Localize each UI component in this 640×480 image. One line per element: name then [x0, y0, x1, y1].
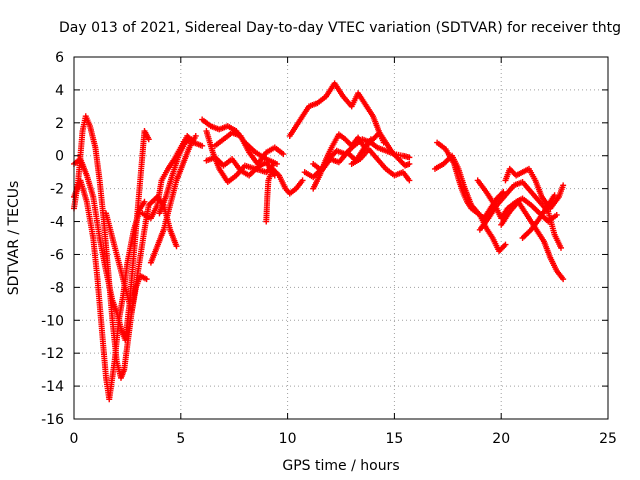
- grid-lines: [74, 57, 608, 419]
- data-point: [173, 243, 180, 250]
- y-tick-labels: -16 -14 -12 -10 -8 -6 -4 -2 0 2 4 6: [41, 50, 64, 428]
- x-tick-label: 10: [279, 431, 297, 447]
- data-point: [192, 132, 199, 139]
- series-sat-m: [286, 80, 387, 146]
- data-point: [406, 154, 413, 161]
- x-tick-label: 15: [385, 431, 403, 447]
- y-tick-label: -2: [50, 182, 64, 198]
- data-point: [560, 276, 567, 283]
- data-point: [280, 151, 287, 158]
- y-axis-label: SDTVAR / TECUs: [6, 181, 22, 296]
- y-tick-label: -14: [41, 379, 64, 395]
- y-tick-label: 2: [55, 116, 64, 132]
- data-point: [553, 211, 560, 218]
- y-tick-label: 6: [55, 50, 64, 66]
- y-tick-label: -4: [50, 215, 64, 231]
- series-sat-g: [156, 136, 195, 217]
- y-tick-label: 4: [55, 83, 64, 99]
- y-tick-label: 0: [55, 149, 64, 165]
- chart-title: Day 013 of 2021, Sidereal Day-to-day VTE…: [59, 20, 621, 36]
- x-tick-label: 0: [70, 431, 79, 447]
- data-point: [558, 244, 565, 251]
- series-sat-l: [263, 165, 306, 225]
- plot-frame: [73, 56, 609, 420]
- x-axis-label: GPS time / hours: [282, 458, 399, 474]
- data-point: [367, 136, 374, 143]
- data-point: [551, 192, 558, 199]
- data-point: [143, 276, 150, 283]
- x-tick-labels: 0 5 10 15 20 25: [70, 431, 617, 447]
- series-sat-h: [199, 116, 280, 167]
- x-tick-label: 5: [176, 431, 185, 447]
- series-sat-j: [211, 129, 287, 167]
- data-point: [299, 177, 306, 184]
- data-marks: [71, 80, 567, 403]
- data-point: [145, 136, 152, 143]
- series-sat-c: [71, 128, 152, 344]
- data-point: [188, 136, 195, 143]
- y-tick-label: -6: [50, 247, 64, 263]
- series-sat-x: [519, 192, 558, 241]
- data-point: [273, 160, 280, 167]
- data-point: [502, 241, 509, 248]
- data-point: [560, 182, 567, 189]
- series-sat-u: [476, 179, 565, 251]
- data-point: [199, 142, 206, 149]
- data-point: [141, 198, 148, 205]
- series-sat-v: [498, 198, 567, 283]
- series-sat-q: [348, 146, 413, 184]
- y-tick-label: -8: [50, 280, 64, 296]
- y-tick-label: -12: [41, 346, 64, 362]
- x-tick-label: 25: [599, 431, 617, 447]
- x-tick-label: 20: [492, 431, 510, 447]
- data-point: [406, 177, 413, 184]
- y-tick-label: -10: [41, 313, 64, 329]
- data-point: [406, 160, 413, 167]
- series-sat-k: [203, 154, 278, 179]
- series-sat-s: [431, 152, 509, 255]
- y-tick-label: -16: [41, 412, 64, 428]
- series-sat-f: [147, 132, 199, 266]
- series-sat-p: [310, 131, 374, 192]
